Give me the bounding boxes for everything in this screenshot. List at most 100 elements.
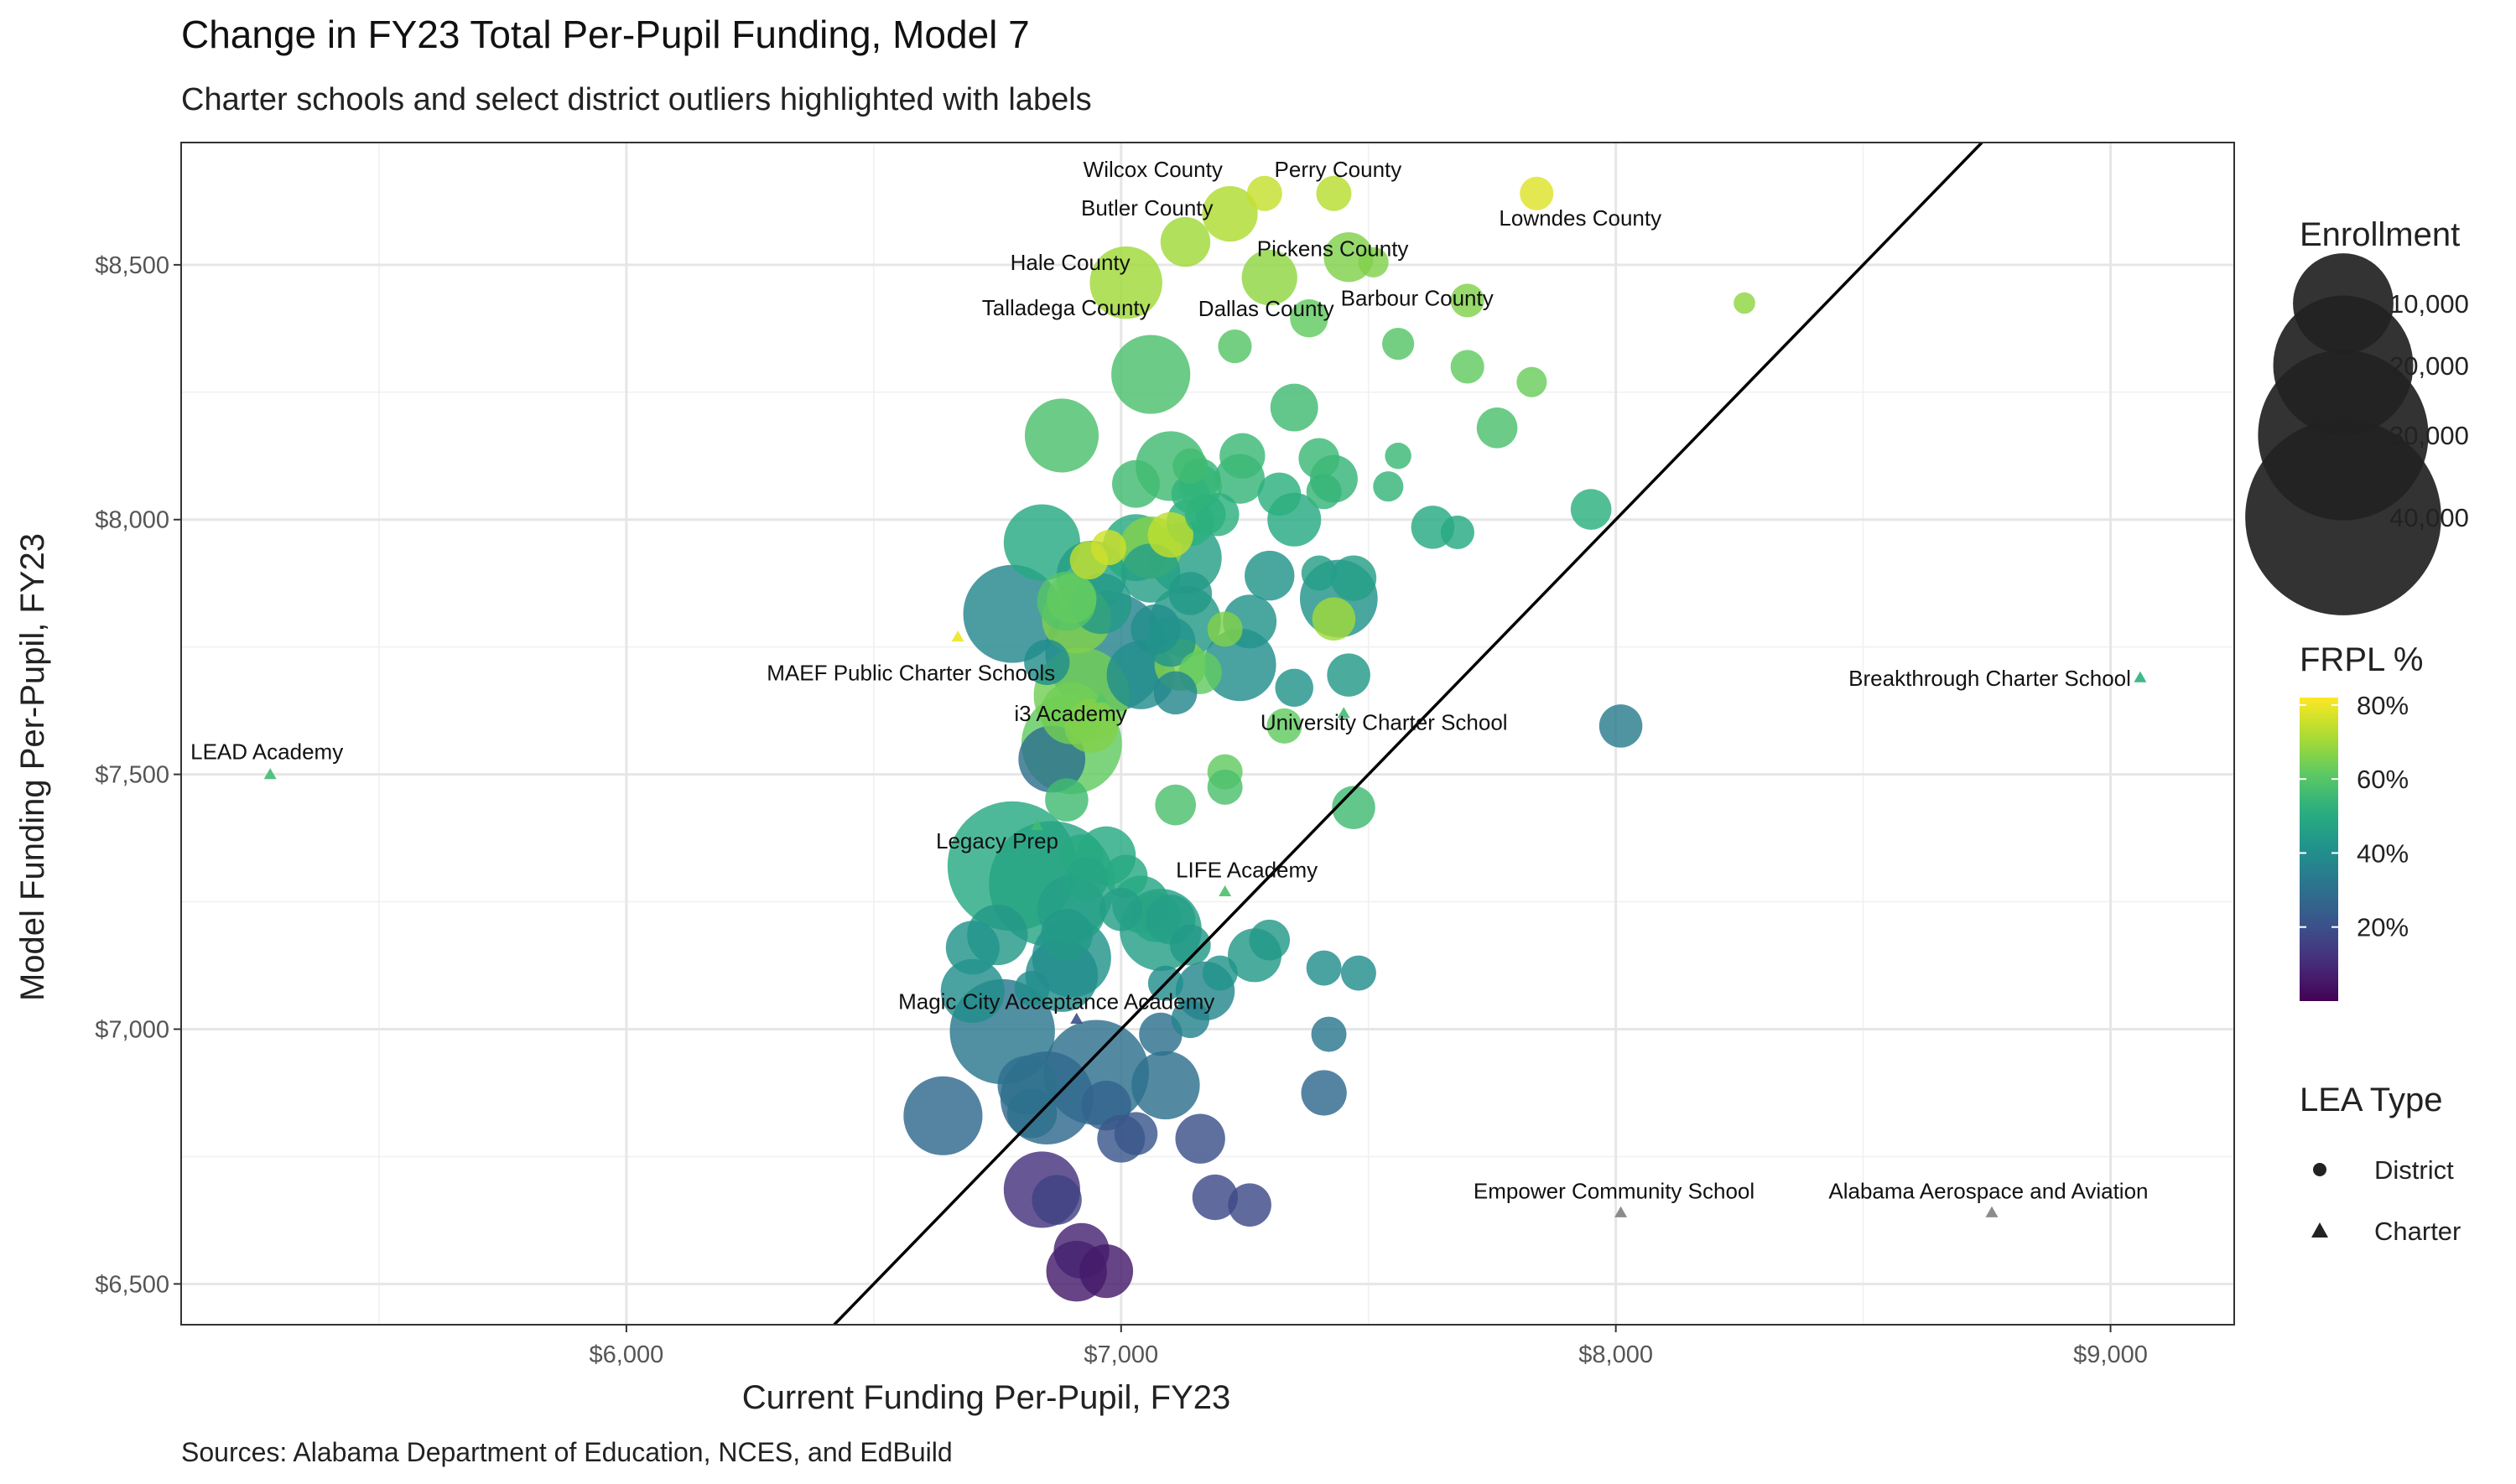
- district-point: [1246, 175, 1282, 211]
- point-label: LIFE Academy: [1176, 857, 1318, 882]
- district-point: [1131, 1051, 1200, 1120]
- district-point: [1172, 448, 1209, 484]
- legend-color-title: FRPL %: [2300, 641, 2423, 678]
- district-point: [1290, 298, 1328, 338]
- charter-point: [2134, 671, 2147, 682]
- district-point: [1114, 1112, 1158, 1155]
- charter-point: [1030, 818, 1043, 831]
- chart-caption: Sources: Alabama Department of Education…: [181, 1437, 953, 1467]
- point-label: i3 Academy: [1014, 701, 1126, 726]
- district-point: [1476, 407, 1518, 449]
- district-point: [1153, 671, 1198, 715]
- x-axis-title: Current Funding Per-Pupil, FY23: [742, 1379, 1231, 1416]
- grid-minor: [181, 143, 2234, 1325]
- point-label: Hale County: [1011, 250, 1131, 275]
- data-points: [263, 175, 2147, 1302]
- legend-size-label: 10,000: [2389, 289, 2469, 319]
- x-tick-label: $8,000: [1578, 1341, 1653, 1368]
- point-labels: Wilcox County Perry County Lowndes County B…: [190, 157, 2148, 1204]
- district-point: [1146, 616, 1196, 667]
- district-point: [1330, 555, 1377, 601]
- district-point: [1099, 887, 1143, 931]
- district-point: [1298, 438, 1340, 480]
- legend-size-label: 40,000: [2389, 503, 2469, 532]
- district-point: [1170, 924, 1211, 966]
- district-point: [1064, 698, 1119, 753]
- point-label: Empower Community School: [1474, 1178, 1754, 1203]
- x-tick-label: $6,000: [590, 1341, 664, 1368]
- x-axis-ticks: $6,000 $7,000 $8,000 $9,000: [590, 1325, 2148, 1368]
- charter-point: [1094, 691, 1108, 703]
- legend-size-circle: [2245, 419, 2441, 615]
- district-point: [1249, 919, 1291, 961]
- district-point: [1373, 471, 1404, 502]
- y-tick-label: $6,500: [95, 1271, 169, 1298]
- point-label: Dallas County: [1198, 296, 1334, 321]
- district-point: [1306, 474, 1342, 510]
- legend-shape-label: District: [2374, 1155, 2454, 1185]
- reference-line: [833, 141, 1983, 1326]
- point-label: Legacy Prep: [936, 828, 1058, 854]
- legend-color-label: 60%: [2357, 765, 2409, 794]
- district-point: [1171, 999, 1210, 1039]
- district-point: [1014, 970, 1050, 1006]
- district-point: [1202, 185, 1258, 242]
- district-point: [1450, 350, 1484, 384]
- district-point: [1245, 550, 1295, 601]
- point-label: Alabama Aerospace and Aviation: [1828, 1178, 2148, 1203]
- point-label: University Charter School: [1261, 710, 1508, 735]
- district-point: [1064, 857, 1109, 900]
- district-point: [903, 1076, 983, 1155]
- district-point: [1040, 909, 1093, 961]
- chart-title: Change in FY23 Total Per-Pupil Funding, …: [181, 13, 1030, 56]
- legend-shape-label: Charter: [2374, 1217, 2461, 1246]
- district-point: [1570, 489, 1612, 530]
- district-point: [1332, 786, 1375, 829]
- legend-shape-circle: [2313, 1163, 2326, 1176]
- point-label: LEAD Academy: [190, 739, 343, 765]
- charter-point: [1219, 885, 1232, 897]
- district-point: [1358, 246, 1389, 278]
- charter-point: [263, 768, 277, 780]
- district-point: [1175, 1113, 1225, 1164]
- charter-point: [1337, 707, 1350, 719]
- point-label: Perry County: [1275, 157, 1402, 182]
- district-point: [1306, 950, 1342, 986]
- district-point: [1155, 784, 1196, 826]
- legend-color-label: 40%: [2357, 838, 2409, 868]
- charter-point: [1614, 1206, 1628, 1217]
- point-label: Lowndes County: [1499, 205, 1661, 231]
- district-point: [1270, 383, 1318, 432]
- point-label: Wilcox County: [1084, 157, 1223, 182]
- district-point: [1104, 854, 1148, 898]
- y-axis-ticks: $6,500 $7,000 $7,500 $8,000 $8,500: [95, 252, 181, 1298]
- district-point: [1006, 1088, 1058, 1139]
- legend-color-label: 20%: [2357, 913, 2409, 942]
- district-point: [1032, 1175, 1082, 1225]
- district-point: [940, 958, 1005, 1024]
- district-point: [1257, 472, 1302, 516]
- y-tick-label: $7,000: [95, 1017, 169, 1044]
- district-point: [1301, 1070, 1347, 1116]
- district-point: [1091, 530, 1127, 566]
- district-point: [1516, 366, 1547, 397]
- district-point: [1120, 543, 1181, 603]
- district-point: [1382, 327, 1415, 361]
- district-point: [1111, 335, 1191, 414]
- legend-shape-title: LEA Type: [2300, 1082, 2443, 1118]
- y-tick-label: $8,000: [95, 507, 169, 534]
- charter-point: [951, 630, 964, 642]
- district-point: [1450, 283, 1484, 318]
- legend-colorbar: [2300, 698, 2338, 1001]
- district-point: [1316, 175, 1352, 211]
- district-point: [1160, 216, 1211, 267]
- y-tick-label: $7,500: [95, 762, 169, 789]
- legend-color-ticks: 20% 40% 60% 80%: [2300, 691, 2409, 942]
- district-point: [1228, 1183, 1271, 1227]
- district-point: [1218, 329, 1252, 364]
- district-point: [1202, 955, 1238, 991]
- district-point: [1171, 475, 1210, 514]
- x-tick-label: $9,000: [2073, 1341, 2148, 1368]
